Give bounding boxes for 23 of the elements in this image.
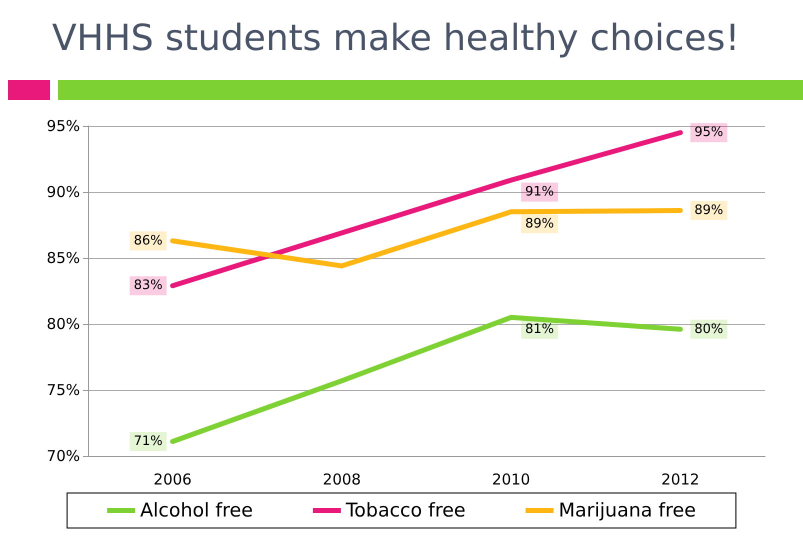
- y-tick-label: 75%: [46, 381, 80, 399]
- x-tick-label: 2010: [492, 470, 530, 488]
- y-tick-label: 80%: [46, 315, 80, 333]
- x-tick-label: 2006: [154, 470, 192, 488]
- legend-label: Marijuana free: [558, 500, 696, 522]
- x-tick-label: 2012: [661, 470, 700, 488]
- data-label: 91%: [525, 184, 554, 200]
- y-tick-label: 70%: [46, 447, 80, 465]
- data-label: 71%: [134, 434, 163, 449]
- data-label: 81%: [525, 322, 554, 337]
- data-label: 89%: [694, 202, 724, 218]
- data-label: 95%: [694, 125, 724, 140]
- y-tick-label: 95%: [46, 117, 80, 135]
- legend-label: Alcohol free: [140, 500, 253, 522]
- y-tick-label: 85%: [46, 249, 80, 267]
- data-label: 80%: [694, 322, 724, 337]
- y-tick-label: 90%: [46, 183, 80, 201]
- legend-label: Tobacco free: [344, 500, 466, 522]
- data-label: 89%: [525, 216, 554, 232]
- x-tick-label: 2008: [322, 470, 361, 488]
- data-label: 83%: [134, 278, 163, 294]
- chart-title: VHHS students make healthy choices!: [51, 17, 741, 61]
- data-label: 86%: [134, 233, 163, 248]
